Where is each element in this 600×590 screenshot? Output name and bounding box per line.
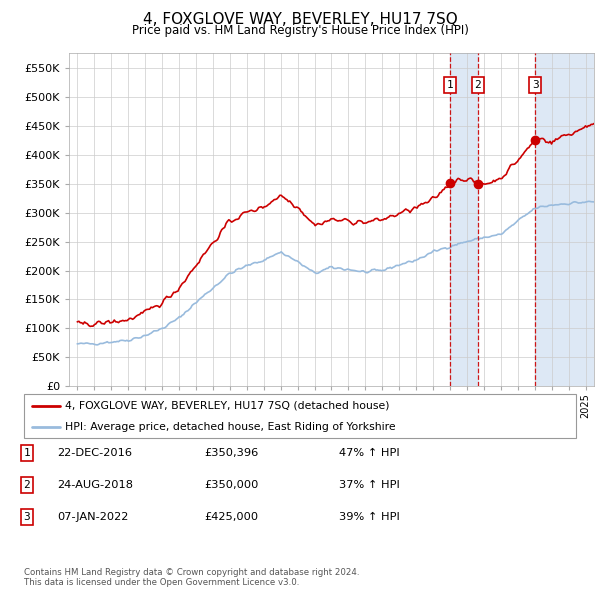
Text: 2: 2 <box>23 480 31 490</box>
Text: Contains HM Land Registry data © Crown copyright and database right 2024.
This d: Contains HM Land Registry data © Crown c… <box>24 568 359 587</box>
Text: £350,396: £350,396 <box>204 448 258 458</box>
FancyBboxPatch shape <box>24 394 576 438</box>
Text: 07-JAN-2022: 07-JAN-2022 <box>57 512 128 522</box>
Text: 1: 1 <box>446 80 453 90</box>
Bar <box>535 53 594 386</box>
Text: 2: 2 <box>475 80 481 90</box>
Text: 1: 1 <box>23 448 31 458</box>
Text: 37% ↑ HPI: 37% ↑ HPI <box>339 480 400 490</box>
Text: £350,000: £350,000 <box>204 480 259 490</box>
Text: 47% ↑ HPI: 47% ↑ HPI <box>339 448 400 458</box>
Text: 3: 3 <box>23 512 31 522</box>
Text: 22-DEC-2016: 22-DEC-2016 <box>57 448 132 458</box>
Text: 39% ↑ HPI: 39% ↑ HPI <box>339 512 400 522</box>
Text: 4, FOXGLOVE WAY, BEVERLEY, HU17 7SQ (detached house): 4, FOXGLOVE WAY, BEVERLEY, HU17 7SQ (det… <box>65 401 390 411</box>
Text: 4, FOXGLOVE WAY, BEVERLEY, HU17 7SQ: 4, FOXGLOVE WAY, BEVERLEY, HU17 7SQ <box>143 12 457 27</box>
Text: Price paid vs. HM Land Registry's House Price Index (HPI): Price paid vs. HM Land Registry's House … <box>131 24 469 37</box>
Bar <box>450 53 478 386</box>
Text: 3: 3 <box>532 80 539 90</box>
Text: £425,000: £425,000 <box>204 512 258 522</box>
Text: 24-AUG-2018: 24-AUG-2018 <box>57 480 133 490</box>
Text: HPI: Average price, detached house, East Riding of Yorkshire: HPI: Average price, detached house, East… <box>65 422 396 432</box>
